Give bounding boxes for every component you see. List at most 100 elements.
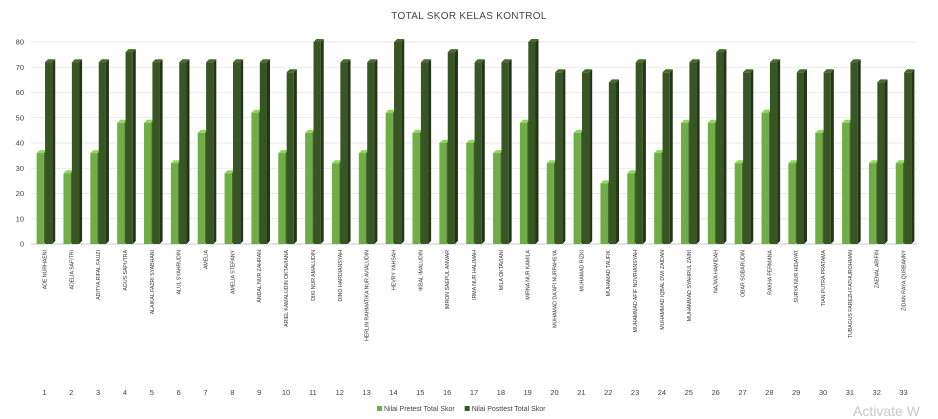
bar-front (868, 163, 877, 244)
y-tick-label: 70 (16, 63, 24, 72)
category-number: 24 (658, 388, 666, 397)
bar-front (519, 122, 528, 244)
bar-side (213, 59, 217, 245)
bar-posttest (152, 59, 163, 245)
bar-top (232, 59, 244, 63)
bar-top (904, 69, 915, 73)
category-number: 8 (230, 388, 234, 397)
bar-front (815, 132, 823, 244)
bar-side (803, 69, 807, 244)
bar-front (358, 153, 367, 244)
category-number: 2 (69, 388, 73, 397)
bar-side (589, 69, 593, 244)
bar-posttest (823, 69, 834, 244)
category-label: RAKHA PERMANA (767, 249, 773, 294)
bar-top (842, 119, 853, 123)
category-number: 7 (203, 388, 207, 397)
bar-front (125, 52, 133, 244)
category-number: 28 (765, 388, 773, 397)
bar-posttest (581, 69, 593, 244)
bar-front (555, 72, 563, 244)
category-label: ZAENAL ARIFIN (875, 250, 881, 288)
bar-posttest (877, 79, 888, 245)
bar-side (79, 59, 83, 245)
category-number: 14 (389, 388, 397, 397)
bar-front (71, 62, 80, 245)
bar-front (842, 122, 850, 244)
bar-posttest (259, 59, 271, 245)
bar-posttest (45, 59, 56, 245)
category-number: 33 (899, 388, 907, 397)
bar-front (232, 62, 241, 245)
bar-top (206, 59, 217, 63)
bar-front (788, 163, 796, 244)
y-tick-label: 10 (16, 214, 24, 223)
bar-top (573, 129, 584, 133)
bar-front (581, 72, 590, 244)
bar-top (546, 160, 557, 164)
bar-front (385, 112, 393, 244)
category-number: 11 (309, 388, 317, 397)
bar-top (608, 79, 620, 83)
bar-front (197, 132, 205, 244)
bar-front (251, 112, 259, 244)
bar-top (152, 59, 163, 63)
bar-posttest (635, 59, 646, 245)
category-number: 1 (42, 388, 46, 397)
bar-top (179, 59, 190, 63)
bar-posttest (662, 69, 673, 244)
category-label: AGUS SAPUTRA (123, 249, 129, 290)
bar-top (788, 160, 799, 164)
category-number: 30 (819, 388, 827, 397)
category-number: 3 (96, 388, 100, 397)
bar-top (278, 150, 289, 154)
bar-front (895, 163, 903, 244)
bar-front (340, 62, 348, 245)
bar-top (761, 109, 772, 113)
bar-posttest (850, 59, 861, 245)
legend-label: Nilai Posttest Total Skor (472, 406, 546, 413)
category-label: ZIDAN RAYA QURBANNY (902, 249, 908, 310)
bar-side (428, 59, 432, 245)
bar-front (501, 62, 509, 245)
bar-front (528, 42, 536, 244)
bar-top (581, 69, 593, 73)
bar-front (850, 62, 858, 245)
bar-front (761, 112, 769, 244)
bar-top (313, 39, 324, 42)
bar-side (347, 59, 351, 245)
bar-top (259, 59, 271, 63)
category-number: 12 (336, 388, 344, 397)
bar-side (320, 39, 324, 244)
category-number: 29 (792, 388, 800, 397)
bar-posttest (367, 59, 378, 245)
bar-side (884, 79, 888, 245)
bar-top (895, 160, 906, 164)
legend: Nilai Pretest Total Skor Nilai Posttest T… (377, 406, 546, 413)
bar-top (823, 69, 834, 73)
bar-top (868, 160, 880, 164)
y-tick-label: 30 (16, 164, 24, 173)
bar-side (830, 69, 834, 244)
bar-side (186, 59, 190, 245)
bar-top (439, 140, 450, 143)
bar-top (447, 49, 458, 53)
bar-front (286, 72, 294, 244)
y-tick-label: 0 (20, 240, 24, 249)
bar-top (734, 160, 745, 164)
bar-side (52, 59, 56, 245)
bar-front (259, 62, 268, 245)
bar-top (394, 39, 405, 42)
bar-top (45, 59, 56, 63)
bar-front (45, 62, 53, 245)
legend-swatch (377, 406, 382, 411)
bar-top (144, 119, 155, 123)
bar-front (224, 173, 232, 244)
bar-front (63, 173, 71, 244)
bar-top (197, 129, 208, 133)
bar-top (466, 140, 477, 143)
category-label: ADELIA SAFITRI (69, 250, 75, 290)
bar-top (519, 119, 531, 123)
category-label: AMELIA STEPANY (230, 249, 236, 294)
category-label: MUHAMMAD IQBAL DWI ZAIDAN (660, 250, 666, 330)
